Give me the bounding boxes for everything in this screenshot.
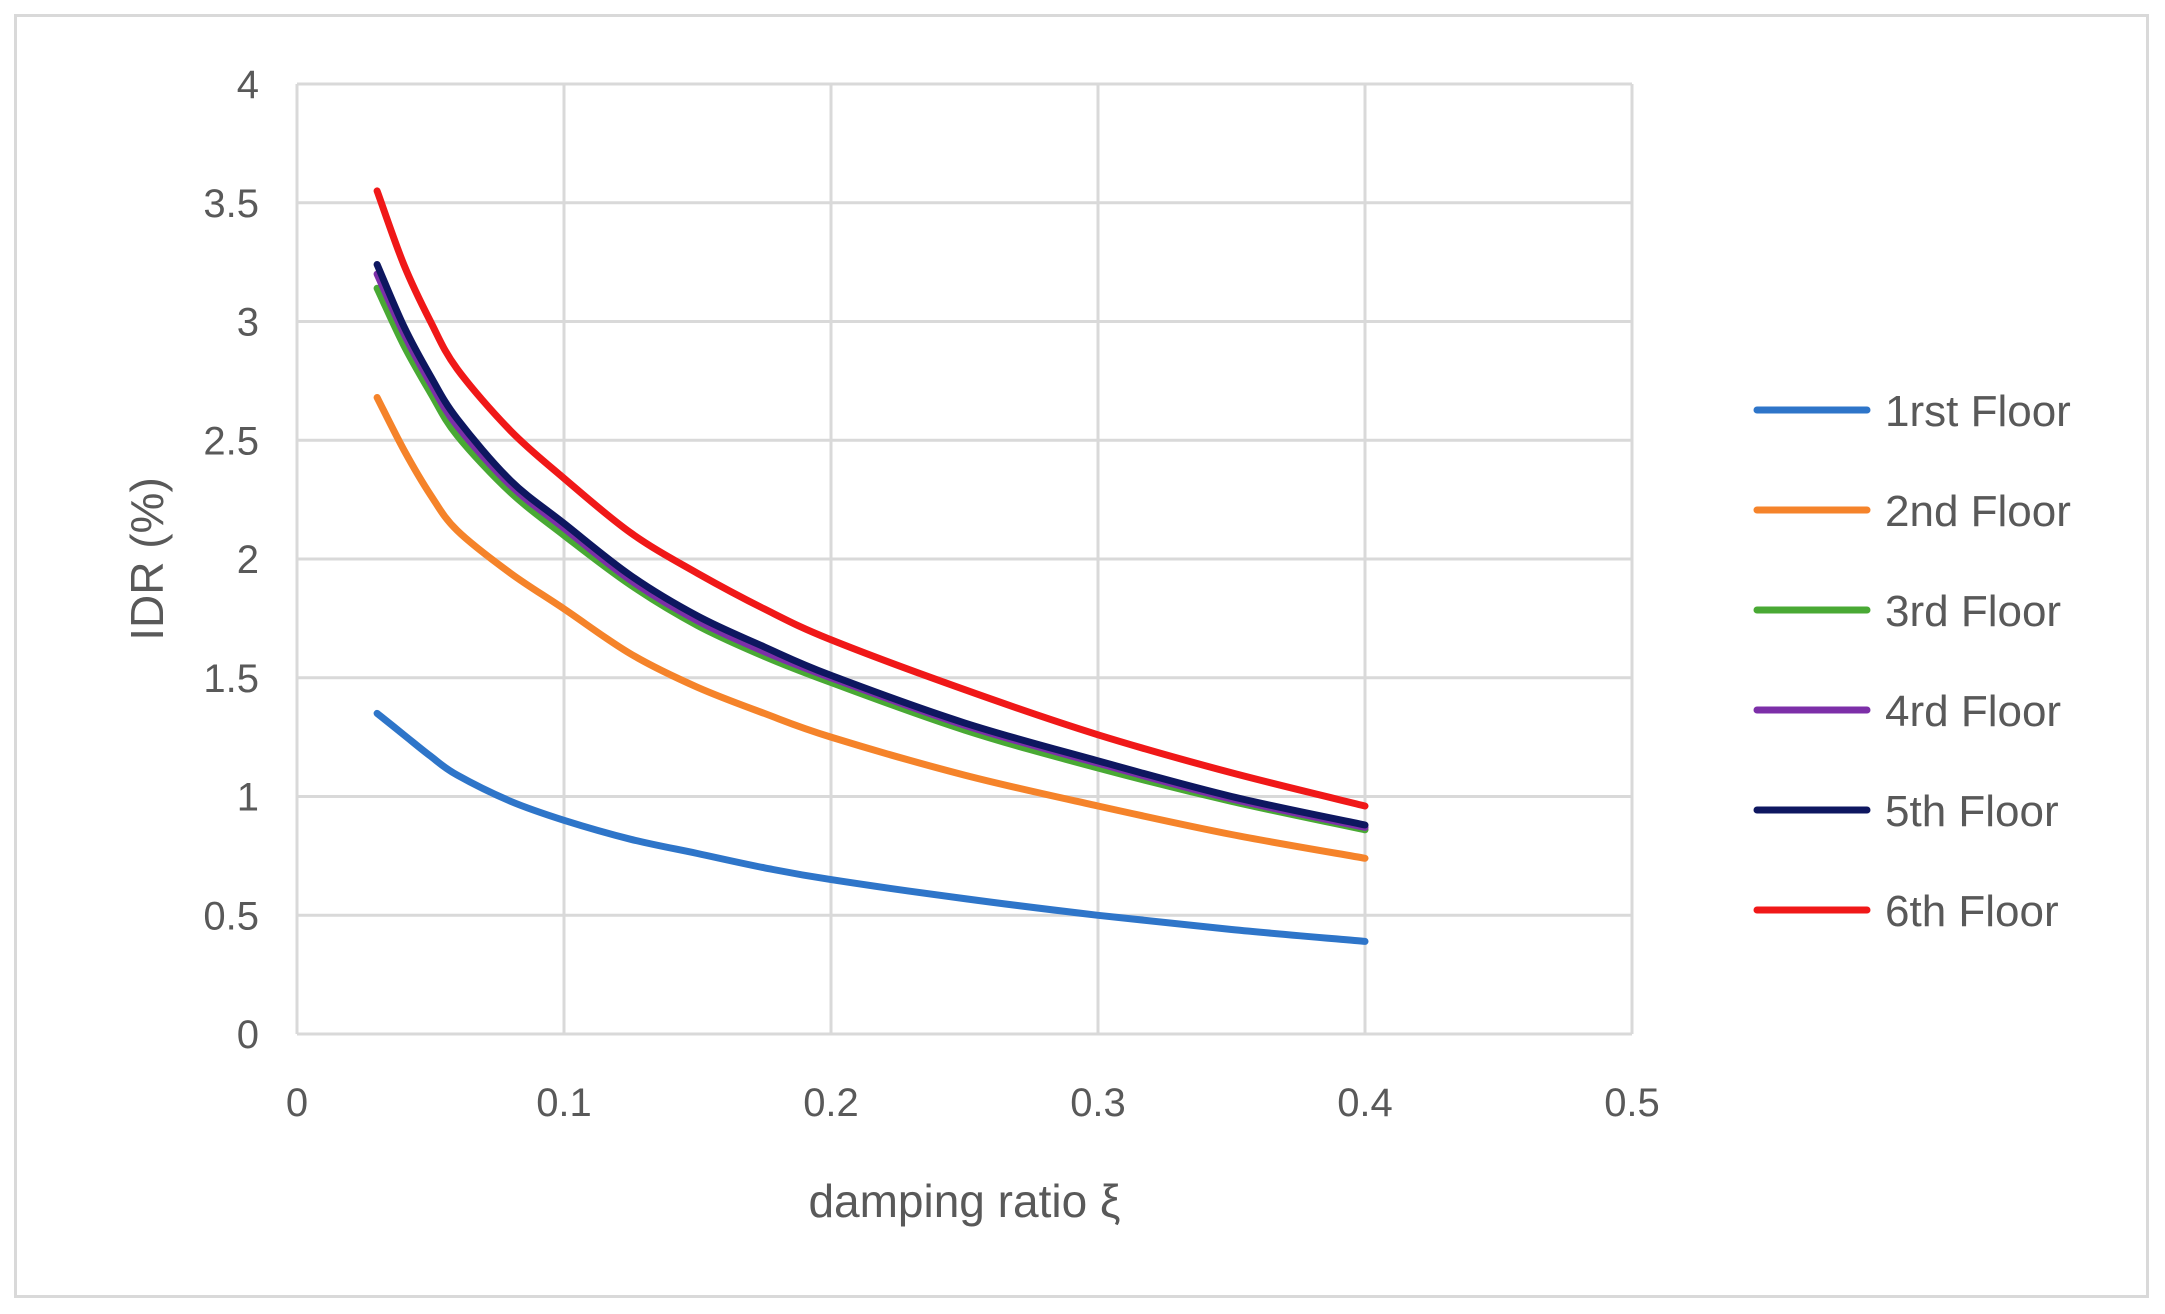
x-tick-label: 0 bbox=[286, 1081, 308, 1125]
y-tick-label: 0.5 bbox=[203, 894, 259, 938]
x-tick-label: 0.2 bbox=[803, 1081, 859, 1125]
y-tick-label: 2.5 bbox=[203, 419, 259, 463]
x-tick-label: 0.3 bbox=[1070, 1081, 1126, 1125]
y-tick-label: 1 bbox=[237, 776, 259, 820]
y-tick-label: 1.5 bbox=[203, 657, 259, 701]
y-tick-label: 3.5 bbox=[203, 182, 259, 226]
y-tick-label: 3 bbox=[237, 301, 259, 345]
x-tick-label: 0.4 bbox=[1337, 1081, 1393, 1125]
legend-label: 5th Floor bbox=[1885, 787, 2059, 836]
legend-label: 4rd Floor bbox=[1885, 687, 2061, 736]
legend-label: 6th Floor bbox=[1885, 887, 2059, 936]
series-line-3 bbox=[373, 284, 1369, 834]
series-line-4 bbox=[373, 270, 1369, 831]
series-line-2 bbox=[373, 394, 1369, 862]
x-axis-title: damping ratio ξ bbox=[808, 1175, 1120, 1227]
legend-label: 2nd Floor bbox=[1885, 487, 2071, 536]
series-lines bbox=[373, 187, 1369, 945]
y-axis-title: IDR (%) bbox=[121, 477, 173, 641]
tick-labels: 0 0.5 1 1.5 2 2.5 3 3.5 4 0 0.1 0.2 0.3 0.4 0.5 bbox=[203, 63, 1659, 1125]
line-chart: 0 0.5 1 1.5 2 2.5 3 3.5 4 0 0.1 0.2 0.3 0.4 0.5 1rst F… bbox=[121, 63, 2071, 1227]
chart-frame: 0 0.5 1 1.5 2 2.5 3 3.5 4 0 0.1 0.2 0.3 0.4 0.5 1rst F… bbox=[14, 14, 2149, 1298]
legend-label: 1rst Floor bbox=[1885, 387, 2071, 436]
x-tick-label: 0.1 bbox=[536, 1081, 592, 1125]
y-tick-label: 2 bbox=[237, 538, 259, 582]
x-tick-label: 0.5 bbox=[1604, 1081, 1660, 1125]
series-line-1 bbox=[373, 709, 1369, 945]
y-tick-label: 4 bbox=[237, 63, 259, 107]
legend-label: 3rd Floor bbox=[1885, 587, 2061, 636]
series-line-5 bbox=[373, 261, 1369, 829]
y-tick-label: 0 bbox=[237, 1013, 259, 1057]
series-line-6 bbox=[373, 187, 1369, 810]
legend: 1rst Floor 2nd Floor 3rd Floor 4rd Floor 5th… bbox=[1753, 387, 2071, 936]
